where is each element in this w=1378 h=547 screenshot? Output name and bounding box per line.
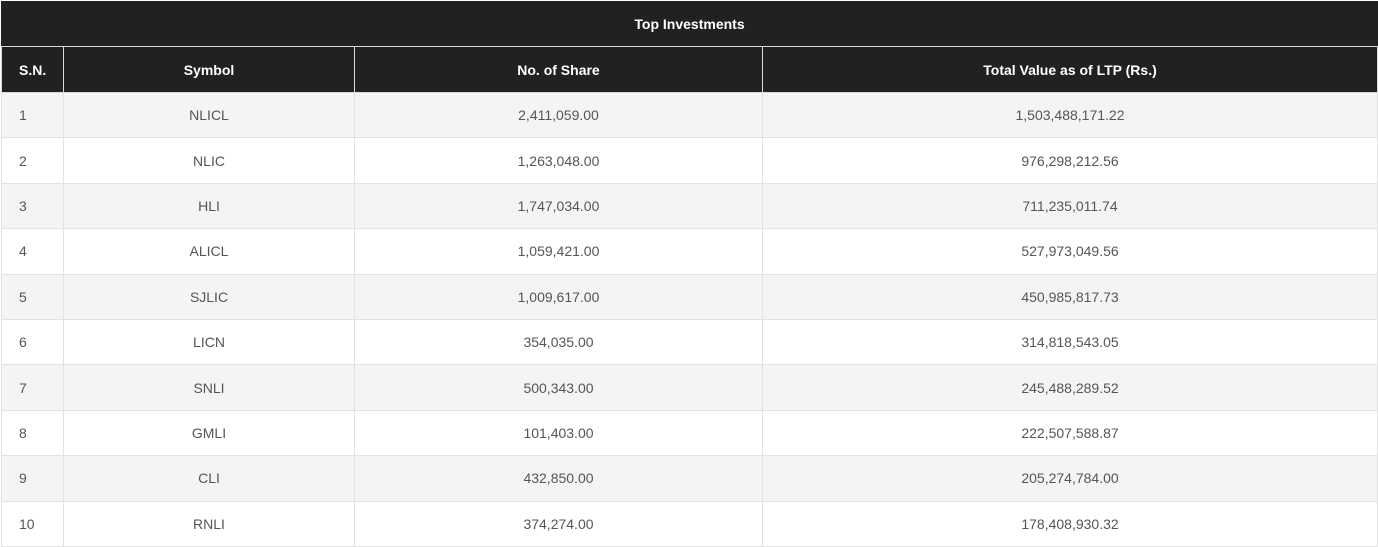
column-header-symbol: Symbol: [63, 46, 355, 93]
table-row: 10 RNLI 374,274.00 178,408,930.32: [1, 500, 1378, 547]
cell-value: 1,503,488,171.22: [761, 91, 1378, 139]
cell-shares: 500,343.00: [354, 364, 763, 411]
cell-symbol: NLIC: [63, 137, 355, 184]
table-row: 7 SNLI 500,343.00 245,488,289.52: [1, 364, 1378, 411]
table-row: 1 NLICL 2,411,059.00 1,503,488,171.22: [1, 91, 1378, 139]
cell-shares: 1,009,617.00: [354, 273, 763, 320]
cell-sn: 1: [1, 91, 64, 139]
table-row: 4 ALICL 1,059,421.00 527,973,049.56: [1, 228, 1378, 275]
table-row: 2 NLIC 1,263,048.00 976,298,212.56: [1, 137, 1378, 184]
cell-symbol: RNLI: [63, 500, 355, 547]
cell-symbol: NLICL: [63, 91, 355, 139]
column-header-row: S.N. Symbol No. of Share Total Value as …: [1, 46, 1378, 93]
table-row: 5 SJLIC 1,009,617.00 450,985,817.73: [1, 273, 1378, 320]
cell-sn: 8: [1, 409, 64, 457]
column-header-sn: S.N.: [1, 46, 64, 93]
cell-sn: 7: [1, 364, 64, 411]
cell-sn: 2: [1, 137, 64, 184]
table-row: 3 HLI 1,747,034.00 711,235,011.74: [1, 182, 1378, 230]
column-header-value: Total Value as of LTP (Rs.): [761, 46, 1378, 93]
cell-value: 314,818,543.05: [761, 318, 1378, 366]
column-header-shares: No. of Share: [354, 46, 763, 93]
table-title-row: Top Investments: [0, 1, 1378, 47]
cell-sn: 4: [1, 228, 64, 275]
cell-sn: 9: [1, 455, 64, 502]
cell-sn: 3: [1, 182, 64, 230]
cell-shares: 432,850.00: [354, 455, 763, 502]
table-row: 8 GMLI 101,403.00 222,507,588.87: [1, 409, 1378, 457]
cell-shares: 1,263,048.00: [354, 137, 763, 184]
cell-shares: 1,059,421.00: [354, 228, 763, 275]
cell-sn: 10: [1, 500, 64, 547]
cell-value: 178,408,930.32: [761, 500, 1378, 547]
cell-symbol: CLI: [63, 455, 355, 502]
cell-shares: 354,035.00: [354, 318, 763, 366]
cell-symbol: SJLIC: [63, 273, 355, 320]
cell-value: 450,985,817.73: [761, 273, 1378, 320]
table-header: Top Investments S.N. Symbol No. of Share…: [0, 1, 1378, 93]
cell-shares: 2,411,059.00: [354, 91, 763, 139]
cell-symbol: GMLI: [63, 409, 355, 457]
cell-symbol: HLI: [63, 182, 355, 230]
cell-shares: 101,403.00: [354, 409, 763, 457]
cell-sn: 5: [1, 273, 64, 320]
table-title: Top Investments: [0, 1, 1378, 47]
cell-value: 222,507,588.87: [761, 409, 1378, 457]
cell-value: 527,973,049.56: [761, 228, 1378, 275]
cell-symbol: SNLI: [63, 364, 355, 411]
cell-value: 711,235,011.74: [761, 182, 1378, 230]
table-row: 6 LICN 354,035.00 314,818,543.05: [1, 318, 1378, 366]
table-body: 1 NLICL 2,411,059.00 1,503,488,171.22 2 NLIC 1…: [1, 91, 1378, 547]
cell-sn: 6: [1, 318, 64, 366]
cell-shares: 374,274.00: [354, 500, 763, 547]
cell-symbol: ALICL: [63, 228, 355, 275]
cell-value: 976,298,212.56: [761, 137, 1378, 184]
cell-value: 205,274,784.00: [761, 455, 1378, 502]
table-row: 9 CLI 432,850.00 205,274,784.00: [1, 455, 1378, 502]
cell-shares: 1,747,034.00: [354, 182, 763, 230]
cell-symbol: LICN: [63, 318, 355, 366]
cell-value: 245,488,289.52: [761, 364, 1378, 411]
